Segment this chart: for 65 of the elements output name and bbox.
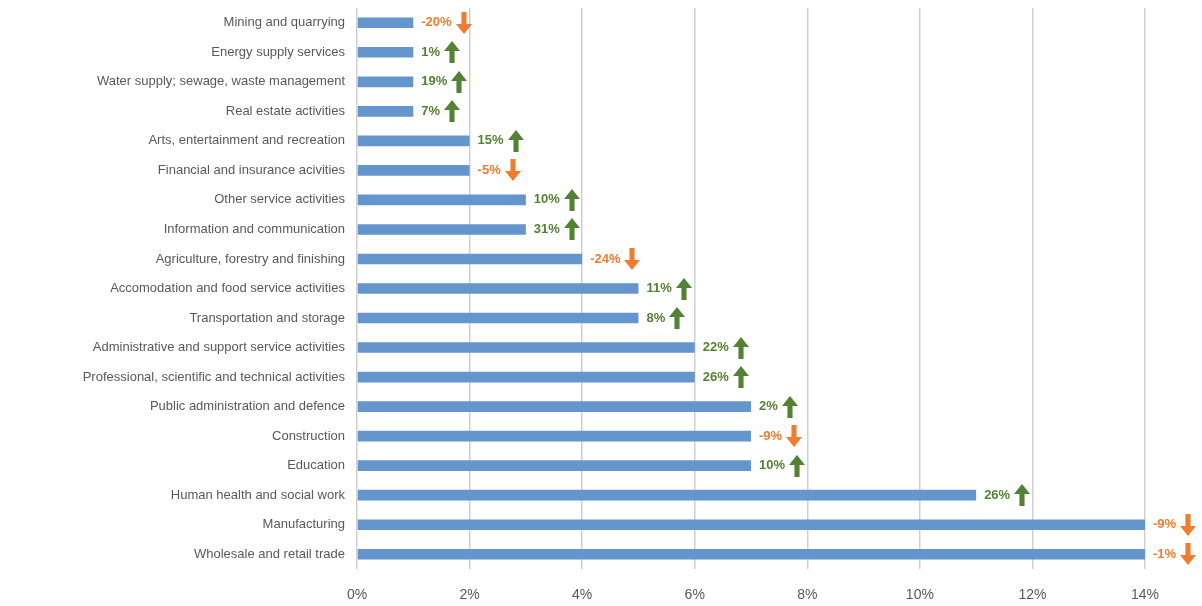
- y-tick-label: Public administration and defence: [149, 398, 345, 414]
- annotation: -20%: [421, 14, 453, 30]
- y-tick-label: Mining and quarrying: [223, 14, 345, 30]
- bar: [357, 17, 414, 29]
- bar: [357, 253, 583, 265]
- annotation: 31%: [533, 221, 561, 237]
- bar: [357, 371, 695, 383]
- y-tick-label: Information and communication: [163, 221, 345, 237]
- bar: [357, 165, 470, 176]
- y-tick-label: Construction: [272, 427, 345, 443]
- y-tick-label: Professional, scientific and technical activities: [82, 368, 346, 384]
- bar: [357, 312, 639, 324]
- annotation: 26%: [702, 368, 730, 384]
- y-tick-label: Education: [287, 457, 345, 473]
- y-tick-label: Water supply; sewage, waste management: [96, 73, 346, 89]
- annotation: -1%: [1153, 545, 1177, 561]
- annotation: 1%: [421, 43, 441, 59]
- x-tick-label: 14%: [1130, 586, 1160, 603]
- bar: [357, 460, 751, 471]
- annotation: 10%: [759, 457, 786, 473]
- annotation: 19%: [421, 73, 448, 89]
- annotation: 11%: [646, 280, 673, 296]
- y-tick-label: Financial and insurance acivities: [157, 161, 346, 177]
- bar: [357, 519, 1145, 531]
- annotation: 22%: [702, 339, 730, 355]
- annotation: 2%: [759, 398, 779, 414]
- x-tick-label: 0%: [346, 586, 368, 603]
- annotation: -24%: [590, 250, 621, 266]
- bar: [357, 342, 695, 353]
- x-tick-label: 12%: [1018, 586, 1047, 603]
- bar: [357, 283, 639, 294]
- bar: [357, 489, 977, 501]
- y-tick-label: Manufacturing: [262, 516, 345, 532]
- y-tick-label: Wholesale and retail trade: [193, 545, 345, 561]
- y-tick-label: Energy supply services: [211, 43, 346, 59]
- x-tick-label: 8%: [797, 586, 818, 603]
- y-tick-label: Accomodation and food service activities: [110, 280, 346, 296]
- y-tick-label: Real estate activities: [225, 102, 346, 118]
- y-tick-label: Human health and social work: [170, 486, 346, 502]
- bar: [357, 194, 526, 206]
- x-tick-label: 2%: [459, 586, 480, 603]
- annotation: 15%: [477, 132, 505, 148]
- annotation: 26%: [984, 486, 1011, 502]
- x-tick-label: 4%: [572, 586, 593, 603]
- y-tick-label: Transportation and storage: [189, 309, 345, 325]
- annotation: -9%: [759, 427, 783, 443]
- y-tick-label: Agriculture, forestry and finishing: [155, 250, 345, 266]
- y-tick-label: Other service activities: [214, 191, 346, 207]
- bar: [357, 76, 414, 88]
- annotation: -9%: [1153, 516, 1177, 532]
- bar: [357, 46, 414, 58]
- bar: [357, 224, 526, 235]
- x-tick-label: 10%: [905, 586, 934, 603]
- bar: [357, 135, 470, 147]
- bar: [357, 430, 751, 442]
- x-tick-label: 6%: [684, 586, 705, 603]
- annotation: 10%: [533, 191, 561, 207]
- annotation: -5%: [477, 161, 502, 177]
- bar: [357, 401, 751, 412]
- annotation: 8%: [646, 309, 666, 325]
- bar: [357, 106, 414, 117]
- y-tick-label: Arts, entertainment and recreation: [148, 132, 345, 148]
- bar: [357, 548, 1145, 560]
- y-tick-label: Administrative and support service activities: [92, 339, 346, 355]
- annotation: 7%: [421, 102, 441, 118]
